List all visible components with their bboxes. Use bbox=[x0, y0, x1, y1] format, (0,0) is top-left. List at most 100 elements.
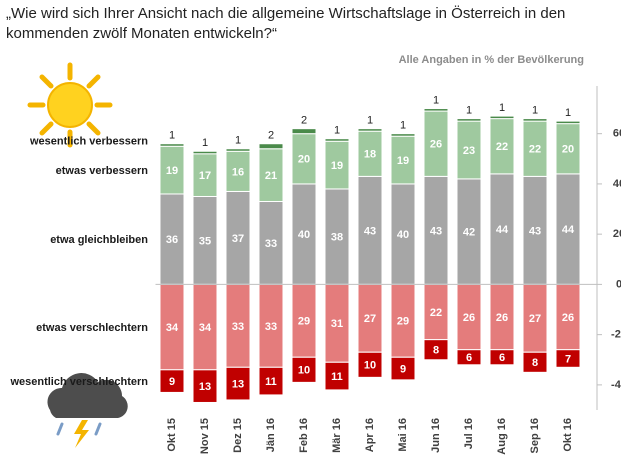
value-label: 1 bbox=[433, 94, 439, 106]
bar-segment bbox=[225, 150, 251, 192]
bar-segment bbox=[291, 128, 317, 135]
value-label: 40 bbox=[298, 229, 310, 241]
bar-segment bbox=[291, 283, 317, 358]
value-label: 16 bbox=[232, 166, 244, 178]
value-label: 1 bbox=[169, 130, 175, 142]
value-label: 1 bbox=[202, 137, 208, 149]
bar-segment bbox=[390, 183, 416, 285]
subtitle: Alle Angaben in % der Bevölkerung bbox=[399, 54, 584, 66]
value-label: 26 bbox=[463, 312, 475, 324]
bar-segment bbox=[159, 143, 185, 147]
bar-segment bbox=[258, 366, 284, 396]
bar-segment bbox=[291, 356, 317, 383]
value-label: 35 bbox=[199, 235, 211, 247]
value-label: 10 bbox=[298, 365, 310, 377]
bar-segment bbox=[555, 349, 581, 368]
bar-segment bbox=[456, 349, 482, 366]
bar-segment bbox=[489, 115, 515, 120]
value-label: 26 bbox=[562, 312, 574, 324]
bar-segment bbox=[423, 339, 449, 361]
value-label: 1 bbox=[367, 115, 373, 127]
value-label: 43 bbox=[430, 225, 442, 237]
value-label: 40 bbox=[397, 229, 409, 241]
value-label: 13 bbox=[199, 381, 211, 393]
bar-segment bbox=[555, 283, 581, 351]
value-label: 26 bbox=[430, 139, 442, 151]
bar-segment bbox=[192, 150, 218, 155]
x-tick-label: Mai 16 bbox=[397, 418, 409, 452]
value-label: 2 bbox=[268, 130, 274, 142]
bar-segment bbox=[192, 283, 218, 371]
bar-segment bbox=[522, 118, 548, 122]
value-label: 6 bbox=[499, 352, 505, 364]
value-label: 11 bbox=[331, 371, 343, 383]
bar-segment bbox=[159, 369, 185, 393]
bar-segment bbox=[423, 110, 449, 177]
value-label: 31 bbox=[331, 318, 343, 330]
bar-segment bbox=[225, 190, 251, 285]
value-label: 2 bbox=[301, 115, 307, 127]
bar-segment bbox=[456, 178, 482, 285]
x-tick-label: Okt 16 bbox=[562, 418, 574, 452]
bar-segment bbox=[390, 356, 416, 381]
value-label: 19 bbox=[166, 165, 178, 177]
bar-segment bbox=[357, 351, 383, 378]
bar-segment bbox=[489, 283, 515, 351]
value-label: 38 bbox=[331, 232, 343, 244]
value-label: 9 bbox=[400, 363, 406, 375]
bar-segment bbox=[192, 153, 218, 197]
bar-segment bbox=[423, 283, 449, 341]
bar-segment bbox=[357, 130, 383, 177]
bar-segment bbox=[357, 128, 383, 132]
value-label: 10 bbox=[364, 360, 376, 372]
value-label: 18 bbox=[364, 149, 376, 161]
x-tick-label: Okt 15 bbox=[166, 418, 178, 452]
value-label: 44 bbox=[562, 224, 575, 236]
y-tick-label: -40 bbox=[611, 379, 621, 391]
x-tick-label: Sep 16 bbox=[529, 418, 541, 453]
x-tick-label: Aug 16 bbox=[496, 418, 508, 455]
value-label: 1 bbox=[334, 125, 340, 137]
value-label: 42 bbox=[463, 227, 475, 239]
x-tick-label: Feb 16 bbox=[298, 418, 310, 453]
value-label: 19 bbox=[397, 155, 409, 167]
value-label: 7 bbox=[565, 353, 571, 365]
bar-segment bbox=[225, 148, 251, 152]
value-label: 34 bbox=[199, 322, 212, 334]
series-label: etwas verschlechtern bbox=[36, 322, 148, 334]
chart-title: „Wie wird sich Ihrer Ansicht nach die al… bbox=[6, 5, 566, 42]
bar-segment bbox=[390, 135, 416, 185]
sun-icon bbox=[27, 62, 113, 148]
x-tick-label: Jul 16 bbox=[463, 418, 475, 449]
value-label: 33 bbox=[265, 321, 277, 333]
value-label: 1 bbox=[466, 105, 472, 117]
series-label: etwas verbessern bbox=[56, 165, 149, 177]
bar-segment bbox=[555, 120, 581, 125]
value-label: 6 bbox=[466, 352, 472, 364]
value-label: 43 bbox=[529, 225, 541, 237]
value-label: 33 bbox=[232, 321, 244, 333]
value-label: 21 bbox=[265, 170, 277, 182]
bar-segment bbox=[390, 283, 416, 358]
bar-segment bbox=[423, 108, 449, 112]
value-label: 1 bbox=[532, 105, 538, 117]
x-tick-label: Dez 15 bbox=[232, 418, 244, 453]
bar-segment bbox=[258, 143, 284, 150]
value-label: 1 bbox=[565, 107, 571, 119]
bar-segment bbox=[324, 361, 350, 391]
value-label: 27 bbox=[364, 313, 376, 325]
bar-segment bbox=[258, 148, 284, 203]
bar-segment bbox=[390, 133, 416, 137]
y-tick-label: 0 bbox=[616, 278, 621, 290]
series-label: wesentlich verbessern bbox=[29, 136, 148, 148]
bar-segment bbox=[456, 118, 482, 122]
value-label: 36 bbox=[166, 234, 178, 246]
bar-segment bbox=[291, 133, 317, 185]
bar-segment bbox=[258, 283, 284, 368]
y-tick-label: 40 bbox=[613, 178, 621, 190]
value-label: 22 bbox=[529, 144, 541, 156]
series-label: etwa gleichbleiben bbox=[50, 234, 148, 246]
value-label: 20 bbox=[562, 144, 574, 156]
